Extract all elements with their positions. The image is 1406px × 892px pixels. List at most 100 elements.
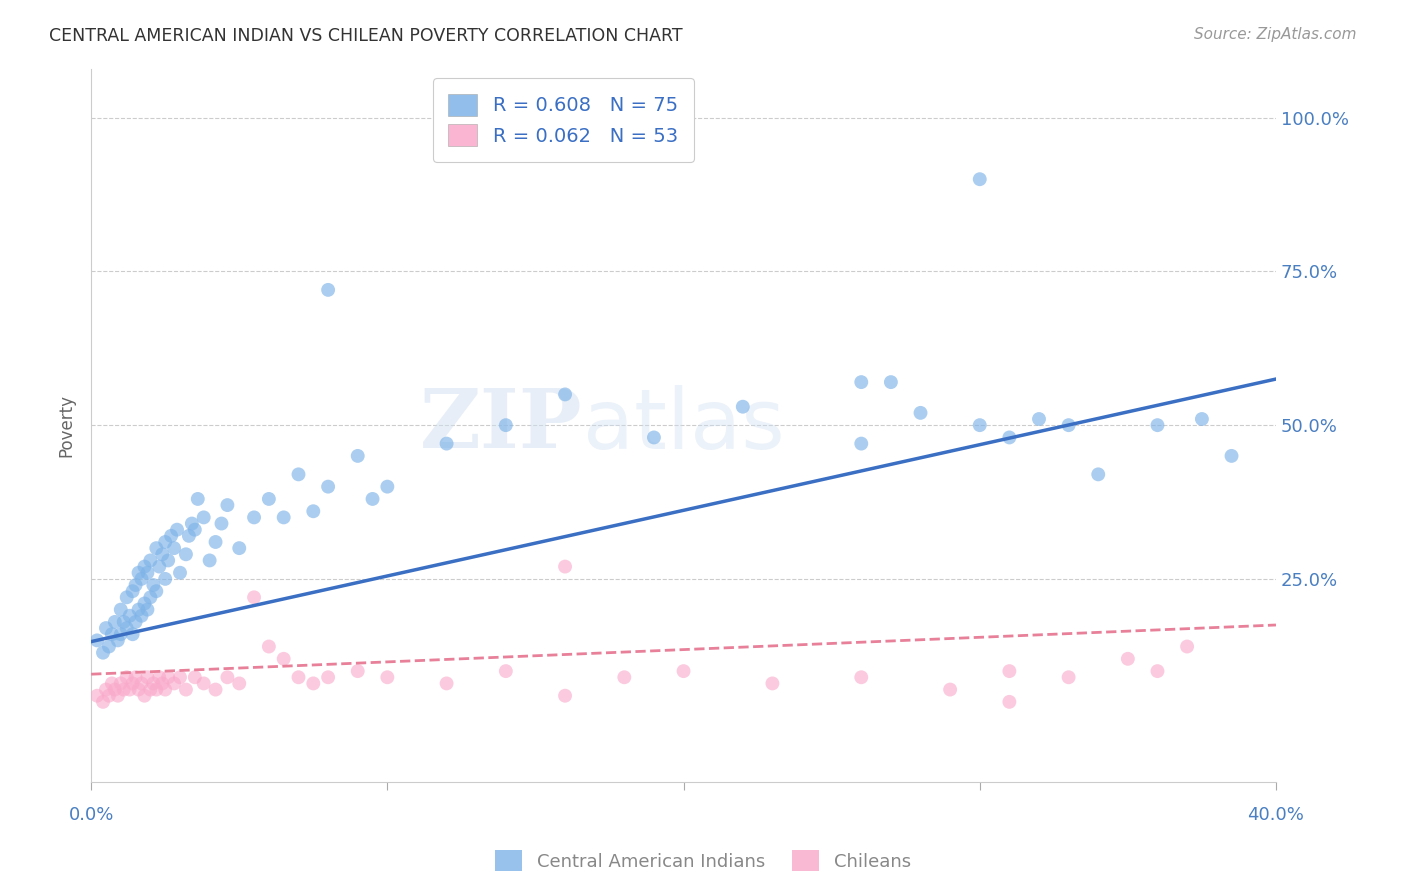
Point — [153, 535, 176, 549]
Point — [554, 689, 576, 703]
Point — [1087, 467, 1109, 482]
Point — [163, 676, 186, 690]
Point — [193, 510, 215, 524]
Point — [316, 480, 339, 494]
Legend: R = 0.608   N = 75, R = 0.062   N = 53: R = 0.608 N = 75, R = 0.062 N = 53 — [433, 78, 693, 162]
Point — [287, 670, 309, 684]
Point — [998, 430, 1021, 444]
Point — [177, 529, 200, 543]
Point — [166, 523, 188, 537]
Point — [112, 615, 135, 629]
Point — [851, 436, 873, 450]
Point — [316, 283, 339, 297]
Point — [131, 676, 153, 690]
Point — [180, 516, 202, 531]
Point — [104, 682, 127, 697]
Point — [273, 510, 295, 524]
Point — [1116, 652, 1139, 666]
Point — [145, 682, 167, 697]
Point — [115, 621, 138, 635]
Point — [273, 652, 295, 666]
Point — [198, 553, 221, 567]
Point — [1146, 418, 1168, 433]
Text: ZIP: ZIP — [420, 385, 583, 465]
Point — [86, 633, 108, 648]
Point — [217, 498, 239, 512]
Point — [554, 559, 576, 574]
Point — [153, 682, 176, 697]
Point — [134, 597, 156, 611]
Point — [495, 664, 517, 678]
Point — [115, 670, 138, 684]
Point — [851, 670, 873, 684]
Point — [939, 682, 962, 697]
Point — [193, 676, 215, 690]
Point — [211, 516, 233, 531]
Point — [134, 689, 156, 703]
Point — [377, 480, 399, 494]
Point — [131, 608, 153, 623]
Point — [110, 676, 132, 690]
Point — [1191, 412, 1213, 426]
Point — [169, 566, 191, 580]
Y-axis label: Poverty: Poverty — [58, 393, 75, 457]
Point — [157, 553, 180, 567]
Point — [346, 449, 368, 463]
Point — [148, 670, 170, 684]
Point — [121, 627, 143, 641]
Point — [184, 670, 207, 684]
Point — [613, 670, 636, 684]
Point — [91, 646, 114, 660]
Point — [97, 689, 120, 703]
Point — [436, 676, 458, 690]
Point — [150, 676, 173, 690]
Point — [128, 602, 150, 616]
Point — [157, 670, 180, 684]
Point — [115, 591, 138, 605]
Point — [174, 682, 197, 697]
Point — [495, 418, 517, 433]
Point — [1175, 640, 1198, 654]
Point — [128, 566, 150, 580]
Point — [121, 584, 143, 599]
Point — [302, 676, 325, 690]
Point — [142, 578, 165, 592]
Text: CENTRAL AMERICAN INDIAN VS CHILEAN POVERTY CORRELATION CHART: CENTRAL AMERICAN INDIAN VS CHILEAN POVER… — [49, 27, 683, 45]
Point — [1057, 670, 1080, 684]
Point — [1057, 418, 1080, 433]
Point — [136, 670, 159, 684]
Point — [101, 676, 124, 690]
Point — [910, 406, 932, 420]
Point — [94, 621, 117, 635]
Point — [998, 664, 1021, 678]
Point — [169, 670, 191, 684]
Point — [107, 633, 129, 648]
Point — [139, 682, 162, 697]
Point — [436, 436, 458, 450]
Point — [346, 664, 368, 678]
Point — [969, 418, 991, 433]
Point — [139, 553, 162, 567]
Point — [121, 676, 143, 690]
Text: 0.0%: 0.0% — [69, 806, 114, 824]
Point — [851, 375, 873, 389]
Point — [145, 541, 167, 556]
Point — [160, 529, 183, 543]
Point — [136, 566, 159, 580]
Point — [110, 627, 132, 641]
Point — [148, 559, 170, 574]
Point — [107, 689, 129, 703]
Point — [101, 627, 124, 641]
Point — [302, 504, 325, 518]
Point — [134, 559, 156, 574]
Point — [257, 491, 280, 506]
Point — [104, 615, 127, 629]
Text: Source: ZipAtlas.com: Source: ZipAtlas.com — [1194, 27, 1357, 42]
Point — [124, 615, 146, 629]
Point — [880, 375, 903, 389]
Point — [94, 682, 117, 697]
Point — [97, 640, 120, 654]
Point — [128, 682, 150, 697]
Point — [124, 578, 146, 592]
Point — [110, 602, 132, 616]
